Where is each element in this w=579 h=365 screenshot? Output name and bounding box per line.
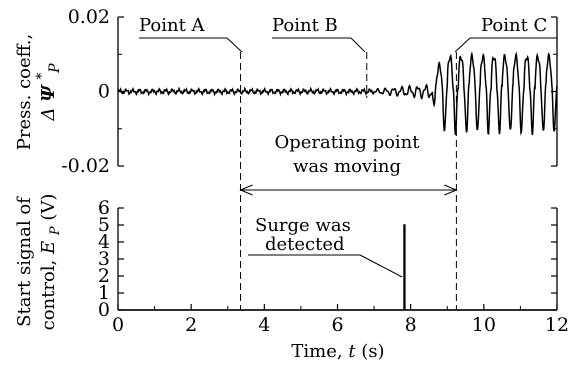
control-start-signal-series: [118, 224, 557, 311]
top-y-tick-label: -0.02: [61, 155, 110, 177]
annotations: Point A Point B Point C Operating point …: [139, 15, 557, 310]
operating-point-moving-arrowhead-left: [239, 184, 253, 196]
bottom-y-axis-label-prefix: control,: [38, 254, 59, 330]
bottom-y-tick-label: 6: [98, 197, 110, 219]
bottom-y-axis-label-line2: control, E P (V): [38, 194, 64, 331]
x-axis-label-symbol: t: [348, 341, 356, 362]
bottom-x-tick-label: 6: [331, 314, 343, 336]
bottom-panel-y-ticks: [118, 207, 557, 311]
bottom-y-axis-label-symbol: E: [38, 241, 59, 255]
point-b-label: Point B: [272, 15, 338, 36]
operating-point-moving-label-line2: was moving: [293, 156, 401, 177]
bottom-x-tick-label: 10: [472, 314, 496, 336]
top-y-axis-label-subscript: P: [47, 63, 63, 74]
bottom-y-axis-label-subscript: P: [48, 226, 63, 236]
point-c-leader: [454, 37, 471, 53]
bottom-x-tick-label: 0: [112, 314, 124, 336]
point-c-label: Point C: [481, 15, 547, 36]
bottom-panel-x-tick-labels: 0 2 4 6 8 10 12: [112, 314, 569, 336]
surge-detected-leader: [359, 254, 403, 278]
bottom-x-tick-label: 2: [185, 314, 197, 336]
bottom-x-tick-label: 8: [405, 314, 417, 336]
operating-point-moving-arrowhead-right: [444, 184, 458, 196]
bottom-x-tick-label: 12: [545, 314, 569, 336]
bottom-x-tick-label: 4: [258, 314, 270, 336]
top-y-axis-label-superscript: *: [34, 73, 50, 80]
top-y-tick-label: 0.02: [68, 6, 110, 28]
top-y-axis-label-symbol: Δ Ψ * P: [30, 63, 63, 122]
bottom-y-tick-label: 5: [98, 214, 110, 236]
top-y-axis-label-psi: Ψ: [38, 84, 59, 102]
bottom-panel-x-ticks: [117, 304, 558, 310]
bottom-y-tick-label: 0: [98, 299, 110, 321]
bottom-y-axis-label-unit: (V): [38, 194, 59, 221]
x-axis-label-unit: (s): [361, 341, 384, 362]
x-axis-label: Time, t (s): [291, 341, 384, 362]
surge-detected-label-line1: Surge was: [255, 215, 351, 236]
top-y-axis-label-line1: Press. coeff.,: [14, 34, 35, 150]
point-b-leader: [350, 37, 366, 53]
point-a-label: Point A: [139, 15, 206, 36]
top-y-axis-label-delta: Δ: [38, 102, 59, 122]
x-axis-label-prefix: Time,: [291, 341, 348, 362]
top-y-tick-label: 0: [98, 81, 110, 103]
operating-point-moving-label-line1: Operating point: [274, 132, 420, 153]
bottom-y-tick-label: 4: [98, 231, 110, 253]
pressure-coefficient-series: [117, 51, 558, 136]
top-y-axis-label: Press. coeff.,: [14, 34, 35, 150]
top-panel-y-tick-labels: -0.02 0 0.02: [61, 6, 110, 177]
bottom-y-tick-label: 2: [98, 265, 110, 287]
bottom-y-tick-label: 1: [98, 282, 110, 304]
top-panel: -0.02 0 0.02 Press. coeff., Δ Ψ * P: [14, 6, 558, 177]
point-a-leader: [226, 37, 243, 53]
bottom-y-axis-label-line1: Start signal of: [14, 196, 35, 327]
bottom-y-tick-label: 3: [98, 248, 110, 270]
surge-detected-label-line2: detected: [265, 234, 345, 255]
